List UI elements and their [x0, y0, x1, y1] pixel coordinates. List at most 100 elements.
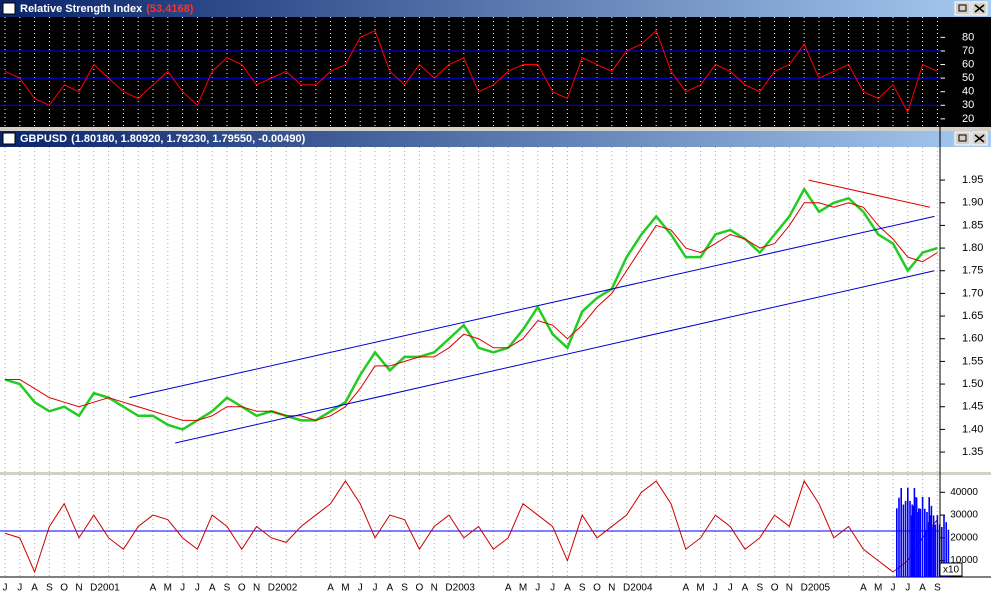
x-tick-label: N: [431, 583, 438, 594]
x-tick-label: D: [801, 583, 808, 594]
y-tick-label: 40: [962, 86, 974, 98]
x-tick-label: A: [682, 583, 689, 594]
trendline: [129, 215, 935, 399]
volume-bar: [909, 500, 911, 577]
y-tick-label: 30000: [950, 510, 978, 521]
y-tick-label: 1.40: [962, 423, 983, 435]
volume-bar: [932, 527, 934, 577]
rsi-plot-bg: [0, 17, 991, 127]
x-tick-label: J: [180, 583, 185, 594]
price-buttons[interactable]: [954, 131, 988, 146]
rsi-buttons[interactable]: [954, 1, 988, 16]
x-tick-label: N: [786, 583, 793, 594]
x-tick-label: N: [253, 583, 260, 594]
x-tick-label: 2003: [453, 583, 476, 594]
x-tick-label: O: [238, 583, 246, 594]
x-tick-label: J: [891, 583, 896, 594]
x-tick-label: A: [150, 583, 157, 594]
x-tick-label: 2004: [630, 583, 653, 594]
x-tick-label: A: [564, 583, 571, 594]
y-tick-label: 1.70: [962, 287, 983, 299]
x-tick-label: J: [17, 583, 22, 594]
x-tick-label: S: [224, 583, 231, 594]
x-tick-label: A: [860, 583, 867, 594]
volume-bar: [921, 496, 924, 577]
trendline: [808, 179, 931, 208]
series-line: [4, 29, 938, 114]
x-tick-label: M: [519, 583, 527, 594]
x-tick-label: D: [90, 583, 97, 594]
x-tick-label: N: [75, 583, 82, 594]
x-tick-label: J: [905, 583, 910, 594]
y-tick-label: 1.85: [962, 219, 983, 231]
x-tick-label: A: [209, 583, 216, 594]
x-tick-label: M: [341, 583, 349, 594]
price-plot-bg: [0, 147, 991, 472]
trendline: [175, 270, 935, 444]
y-tick-label: 1.90: [962, 197, 983, 209]
volume-bar: [936, 515, 939, 577]
volume-bar: [947, 529, 950, 577]
y-tick-label: 1.65: [962, 310, 983, 322]
rsi-value: (53.4168): [146, 3, 193, 15]
x-tick-label: A: [31, 583, 38, 594]
volume-bar: [913, 505, 915, 577]
y-tick-label: 30: [962, 99, 974, 111]
x-tick-label: J: [550, 583, 555, 594]
volume-bar: [898, 497, 900, 577]
y-tick-label: 10000: [950, 555, 978, 566]
x-tick-label: S: [756, 583, 763, 594]
x-tick-label: S: [934, 583, 941, 594]
y-tick-label: 20000: [950, 532, 978, 543]
scale-note: x10: [943, 565, 960, 576]
rsi-title: Relative Strength Index: [20, 3, 143, 15]
x-tick-label: O: [593, 583, 601, 594]
x-tick-label: O: [771, 583, 779, 594]
y-tick-label: 1.80: [962, 242, 983, 254]
y-tick-label: 1.60: [962, 333, 983, 345]
series-line: [5, 202, 938, 421]
x-tick-label: S: [46, 583, 53, 594]
x-tick-label: D: [623, 583, 630, 594]
y-tick-label: 1.50: [962, 378, 983, 390]
panel-icon: [2, 132, 16, 145]
x-tick-label: N: [608, 583, 615, 594]
rsi-header-text: Relative Strength Index (53.4168): [20, 3, 194, 15]
price-title: GBPUSD: [20, 133, 67, 145]
volume-bar: [915, 497, 917, 577]
x-tick-label: D: [268, 583, 275, 594]
volume-bar: [927, 522, 930, 577]
price-header-text: GBPUSD (1.80180, 1.80920, 1.79230, 1.7955…: [20, 133, 306, 145]
x-tick-label: O: [416, 583, 424, 594]
volume-bar: [910, 515, 913, 577]
osc-plot-bg: [0, 475, 991, 577]
x-tick-label: J: [358, 583, 363, 594]
y-tick-label: 50: [962, 72, 974, 84]
y-tick-label: 70: [962, 45, 974, 57]
x-tick-label: A: [327, 583, 334, 594]
x-tick-label: 2005: [808, 583, 831, 594]
volume-bar: [917, 512, 919, 577]
series-line: [4, 479, 938, 574]
x-axis-bg: [0, 577, 991, 598]
x-tick-label: J: [728, 583, 733, 594]
x-tick-label: J: [373, 583, 378, 594]
y-tick-label: 1.75: [962, 265, 983, 277]
y-tick-label: 80: [962, 31, 974, 43]
x-tick-label: M: [874, 583, 882, 594]
volume-bar: [919, 508, 922, 577]
x-tick-label: A: [919, 583, 926, 594]
volume-bar: [925, 529, 928, 577]
volume-bar: [930, 515, 932, 577]
volume-bar: [900, 488, 902, 577]
price-header: [0, 131, 991, 147]
volume-bar: [907, 487, 909, 577]
y-tick-label: 60: [962, 58, 974, 70]
x-tick-label: J: [535, 583, 540, 594]
volume-bar: [945, 522, 947, 577]
y-tick-label: 40000: [950, 487, 978, 498]
volume-bar: [941, 527, 943, 577]
x-tick-label: A: [742, 583, 749, 594]
volume-bar: [924, 508, 926, 577]
